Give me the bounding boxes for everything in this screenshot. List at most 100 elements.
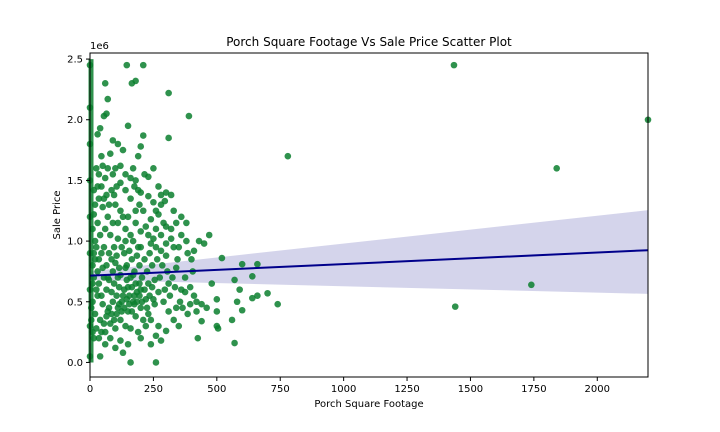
- scatter-point: [553, 164, 560, 172]
- scatter-point: [175, 322, 183, 330]
- scatter-point: [115, 283, 123, 291]
- y-tick-label: 1.0: [67, 237, 83, 248]
- scatter-point: [129, 164, 137, 172]
- scatter-point: [162, 252, 170, 259]
- scatter-point: [95, 334, 103, 342]
- scatter-point: [113, 252, 120, 259]
- scatter-point: [165, 134, 172, 142]
- y-offset-text: 1e6: [90, 41, 109, 52]
- scatter-point: [119, 146, 127, 154]
- chart-title: Porch Square Footage Vs Sale Price Scatt…: [226, 35, 512, 49]
- scatter-point: [186, 300, 194, 308]
- y-tick-label: 1.5: [67, 176, 83, 187]
- scatter-point: [136, 292, 143, 300]
- scatter-point: [155, 322, 162, 330]
- scatter-point: [185, 112, 193, 120]
- scatter-point: [139, 316, 147, 324]
- scatter-point: [93, 325, 100, 332]
- scatter-point: [127, 325, 134, 332]
- scatter-point: [172, 219, 180, 227]
- scatter-point: [167, 191, 175, 199]
- scatter-point: [157, 337, 165, 344]
- scatter-point: [254, 260, 261, 268]
- x-tick-label: 1250: [394, 384, 419, 395]
- scatter-point: [450, 61, 458, 69]
- scatter-point: [108, 186, 115, 194]
- scatter-point: [150, 235, 157, 242]
- scatter-point: [99, 264, 106, 272]
- scatter-point: [96, 231, 104, 239]
- scatter-point: [231, 339, 238, 347]
- scatter-point: [183, 237, 190, 245]
- x-axis-label: Porch Square Footage: [314, 399, 423, 410]
- scatter-point: [228, 316, 236, 324]
- scatter-point: [172, 304, 180, 312]
- scatter-point: [106, 231, 114, 239]
- scatter-point: [105, 249, 113, 257]
- scatter-point: [133, 252, 141, 259]
- scatter-point: [103, 286, 110, 293]
- scatter-point: [126, 247, 133, 255]
- scatter-point: [105, 304, 113, 312]
- scatter-point: [108, 288, 115, 296]
- scatter-point: [141, 255, 148, 263]
- scatter-point: [150, 296, 157, 303]
- scatter-point: [119, 349, 127, 357]
- scatter-point: [157, 231, 165, 239]
- y-axis-ticks: 0.0 0.5 1.0 1.5 2.0 2.5: [67, 55, 90, 369]
- scatter-point: [152, 225, 160, 233]
- scatter-point: [165, 308, 172, 315]
- scatter-point: [198, 317, 205, 325]
- scatter-point: [184, 310, 191, 318]
- scatter-point: [155, 288, 162, 296]
- scatter-point: [112, 164, 119, 172]
- scatter-point: [152, 332, 160, 340]
- scatter-point: [150, 198, 157, 206]
- x-tick-label: 750: [271, 384, 290, 395]
- scatter-point: [117, 207, 124, 215]
- scatter-point: [99, 203, 106, 211]
- scatter-point: [162, 189, 170, 196]
- scatter-point: [138, 298, 146, 306]
- scatter-point: [254, 292, 261, 300]
- x-axis-ticks: 0 250 500 750 1000 1250 1500 1750 2000: [87, 377, 610, 395]
- scatter-point: [190, 247, 198, 255]
- scatter-point: [170, 316, 177, 324]
- scatter-point: [127, 195, 134, 202]
- scatter-point: [96, 353, 104, 360]
- scatter-point: [231, 276, 238, 284]
- scatter-point: [122, 322, 129, 330]
- x-tick-label: 1500: [458, 384, 483, 395]
- scatter-point: [114, 235, 122, 242]
- scatter-point: [147, 316, 155, 324]
- scatter-point: [179, 304, 186, 312]
- scatter-point: [162, 223, 170, 230]
- scatter-point: [101, 174, 109, 182]
- scatter-point: [146, 249, 153, 257]
- scatter-point: [137, 286, 145, 293]
- scatter-point: [124, 122, 132, 130]
- scatter-point: [150, 164, 157, 172]
- scatter-point: [127, 274, 134, 281]
- scatter-point: [120, 304, 128, 312]
- scatter-point: [113, 183, 120, 190]
- scatter-point: [174, 255, 181, 263]
- scatter-point: [109, 171, 117, 178]
- x-tick-label: 500: [207, 384, 226, 395]
- scatter-point: [200, 240, 208, 247]
- scatter-point: [162, 327, 170, 335]
- scatter-point: [132, 207, 139, 215]
- scatter-point: [114, 140, 122, 148]
- scatter-point: [110, 316, 118, 324]
- scatter-point: [145, 310, 152, 318]
- scatter-point: [157, 247, 165, 255]
- scatter-point: [165, 280, 172, 287]
- scatter-point: [145, 280, 152, 287]
- scatter-point: [139, 132, 147, 139]
- scatter-point: [93, 286, 100, 293]
- scatter-point: [109, 219, 117, 227]
- scatter-point: [112, 325, 119, 332]
- scatter-point: [127, 174, 134, 182]
- scatter-point: [122, 225, 129, 233]
- y-tick-label: 0.5: [67, 297, 83, 308]
